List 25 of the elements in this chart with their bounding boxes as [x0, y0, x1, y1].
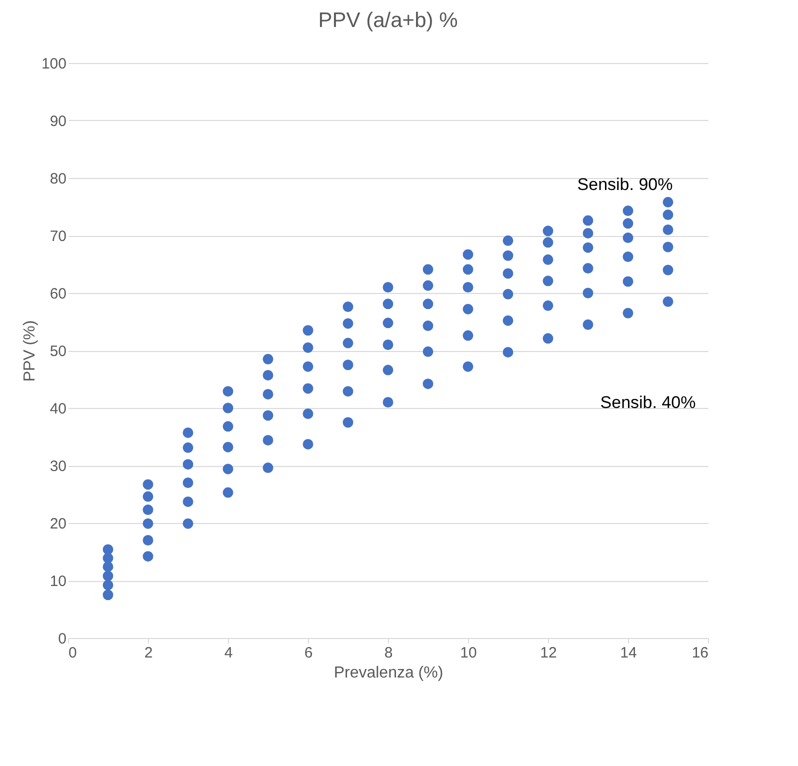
y-tick-label: 0 [58, 630, 66, 648]
y-tick-label: 100 [41, 56, 66, 72]
x-tick-label: 4 [224, 644, 233, 662]
y-tick-label: 70 [50, 228, 66, 245]
annotation: Sensib. 40% [600, 393, 696, 412]
y-axis-title: PPV (%) [21, 320, 38, 382]
x-tick-label: 6 [304, 644, 313, 662]
chart-title: PPV (a/a+b) % [318, 9, 458, 32]
x-tick-label: 10 [460, 644, 477, 662]
annotation: Sensib. 90% [577, 175, 673, 194]
x-axis-title: Prevalenza (%) [334, 664, 444, 682]
x-tick-label: 2 [144, 644, 153, 662]
y-tick-label: 20 [50, 516, 66, 532]
y-tick-label: 30 [50, 458, 66, 475]
x-tick-label: 14 [620, 644, 637, 662]
y-tick-label: 90 [50, 113, 66, 130]
y-tick-label: 80 [50, 170, 66, 188]
x-tick-label: 0 [68, 644, 77, 662]
x-tick-label: 16 [692, 644, 708, 662]
x-tick-label: 12 [540, 644, 557, 662]
y-tick-label: 40 [50, 400, 66, 418]
y-tick-label: 60 [50, 286, 66, 302]
y-tick-label: 10 [50, 573, 66, 590]
y-tick-label: 50 [50, 343, 66, 360]
x-tick-label: 8 [384, 644, 393, 662]
